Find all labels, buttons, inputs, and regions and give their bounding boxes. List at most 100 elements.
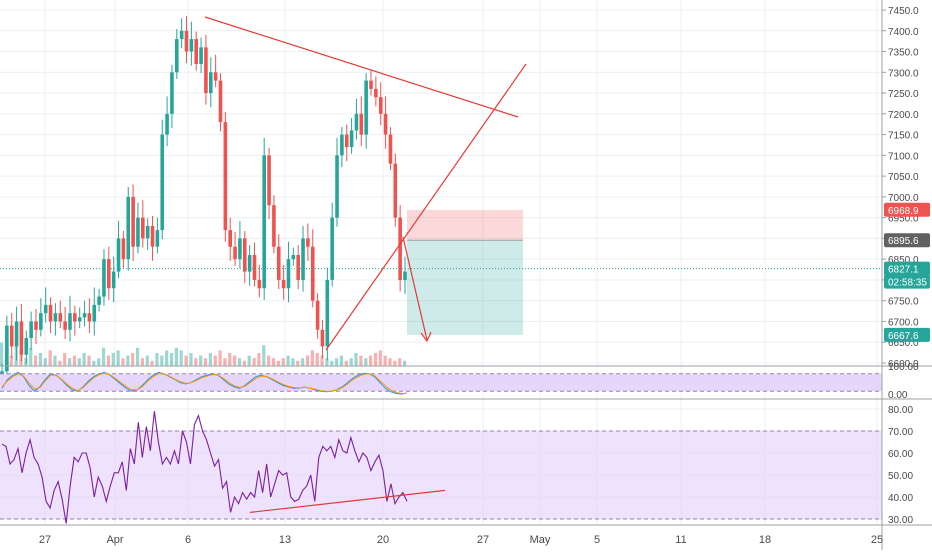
candle-body [223, 122, 228, 231]
projection-arrow [402, 236, 428, 341]
volume-bar [135, 347, 140, 366]
volume-bar [101, 347, 106, 366]
candle-body [170, 72, 174, 114]
volume-bar [364, 358, 368, 366]
candle-body [121, 238, 126, 260]
time-tick-label: 20 [377, 534, 389, 546]
time-tick-label: 18 [759, 534, 771, 546]
volume-bar [305, 355, 310, 366]
volume-bar [0, 342, 4, 366]
volume-bar [208, 353, 212, 366]
projection-arrowhead [420, 331, 432, 343]
time-tick-label: 27 [39, 534, 51, 546]
volume-bar [63, 353, 67, 366]
candle-body [77, 317, 82, 322]
candle-body [276, 246, 281, 280]
volume-bar [9, 355, 13, 366]
volume-bar [38, 353, 43, 366]
volume-bar [398, 358, 402, 366]
volume-bar [359, 355, 363, 366]
price-label-box [884, 327, 930, 342]
volume-bar [48, 350, 52, 366]
candle-body [267, 155, 271, 206]
price-pane[interactable] [0, 15, 882, 387]
volume-bar [262, 345, 266, 366]
candle-body [19, 321, 24, 355]
rsi-band [0, 431, 882, 519]
volume-bar [388, 358, 392, 366]
candle-body [63, 321, 67, 330]
candle-body [242, 238, 247, 272]
volume-bar [106, 355, 111, 366]
volume-bar [97, 358, 101, 366]
candle-body [5, 325, 9, 372]
price-tick-label: 7300.0 [888, 68, 919, 79]
price-tick-label: 7400.0 [888, 27, 919, 38]
stoch-d-line [1, 372, 408, 395]
price-tick-label: 6850.0 [888, 255, 919, 266]
candle-body [344, 134, 349, 148]
volume-bar [276, 360, 280, 366]
volume-bar [373, 353, 378, 366]
stoch-k-line [1, 371, 408, 395]
candle-body [291, 255, 296, 260]
volume-bar [320, 355, 324, 366]
rsi-line [1, 411, 408, 524]
time-tick-label: 11 [675, 534, 686, 546]
candle-body [145, 225, 150, 239]
volume-bar [383, 355, 387, 366]
candle-body [369, 80, 373, 89]
volume-bar [43, 358, 47, 366]
candle-body [155, 230, 160, 247]
price-tick-label: 7350.0 [888, 48, 919, 59]
candle-body [111, 271, 116, 289]
candle-body [398, 217, 402, 280]
candle-body [383, 113, 388, 135]
volume-bar [393, 360, 397, 366]
time-tick-label: 6 [185, 534, 191, 546]
volume-bar [33, 355, 38, 366]
candle-body [189, 39, 194, 52]
rsi-tick-label: 70.00 [888, 427, 913, 438]
volume-bar [131, 353, 135, 366]
volume-bar [126, 355, 130, 366]
descending-trendline [204, 16, 519, 118]
volume-bar [67, 358, 72, 366]
candle-body [393, 163, 398, 218]
candle-body [43, 304, 48, 314]
volume-bar [82, 353, 86, 366]
candle-body [403, 271, 407, 280]
stochastic-pane[interactable] [0, 371, 882, 395]
candle-body [29, 321, 33, 339]
price-tick-label: 6950.0 [888, 214, 919, 225]
volume-bar [228, 353, 232, 366]
rsi-tick-label: 40.00 [888, 493, 913, 504]
rsi-tick-label: 60.00 [888, 449, 913, 460]
candle-body [126, 196, 131, 260]
volume-bar [325, 358, 329, 366]
candle-body [364, 80, 368, 135]
price-label: 6827.1 [888, 265, 919, 276]
candle-body [131, 196, 135, 247]
volume-bar [174, 347, 178, 366]
rsi-pane[interactable] [0, 411, 882, 524]
stoch-tick-label: 0.00 [888, 390, 908, 401]
candle-body [315, 300, 320, 330]
price-label-box [884, 202, 930, 217]
volume-bar [169, 353, 174, 366]
rsi-tick-label: 30.00 [888, 515, 913, 526]
volume-bar [111, 353, 115, 366]
candle-body [238, 238, 242, 260]
price-label: 6895.6 [888, 236, 919, 247]
volume-bar [179, 350, 183, 366]
volume-bar [155, 353, 159, 366]
price-label-box [884, 274, 930, 289]
candle-body [150, 225, 155, 247]
candle-body [141, 217, 145, 239]
volume-bar [72, 355, 77, 366]
price-tick-label: 6700.0 [888, 317, 919, 328]
candle-body [14, 321, 19, 347]
